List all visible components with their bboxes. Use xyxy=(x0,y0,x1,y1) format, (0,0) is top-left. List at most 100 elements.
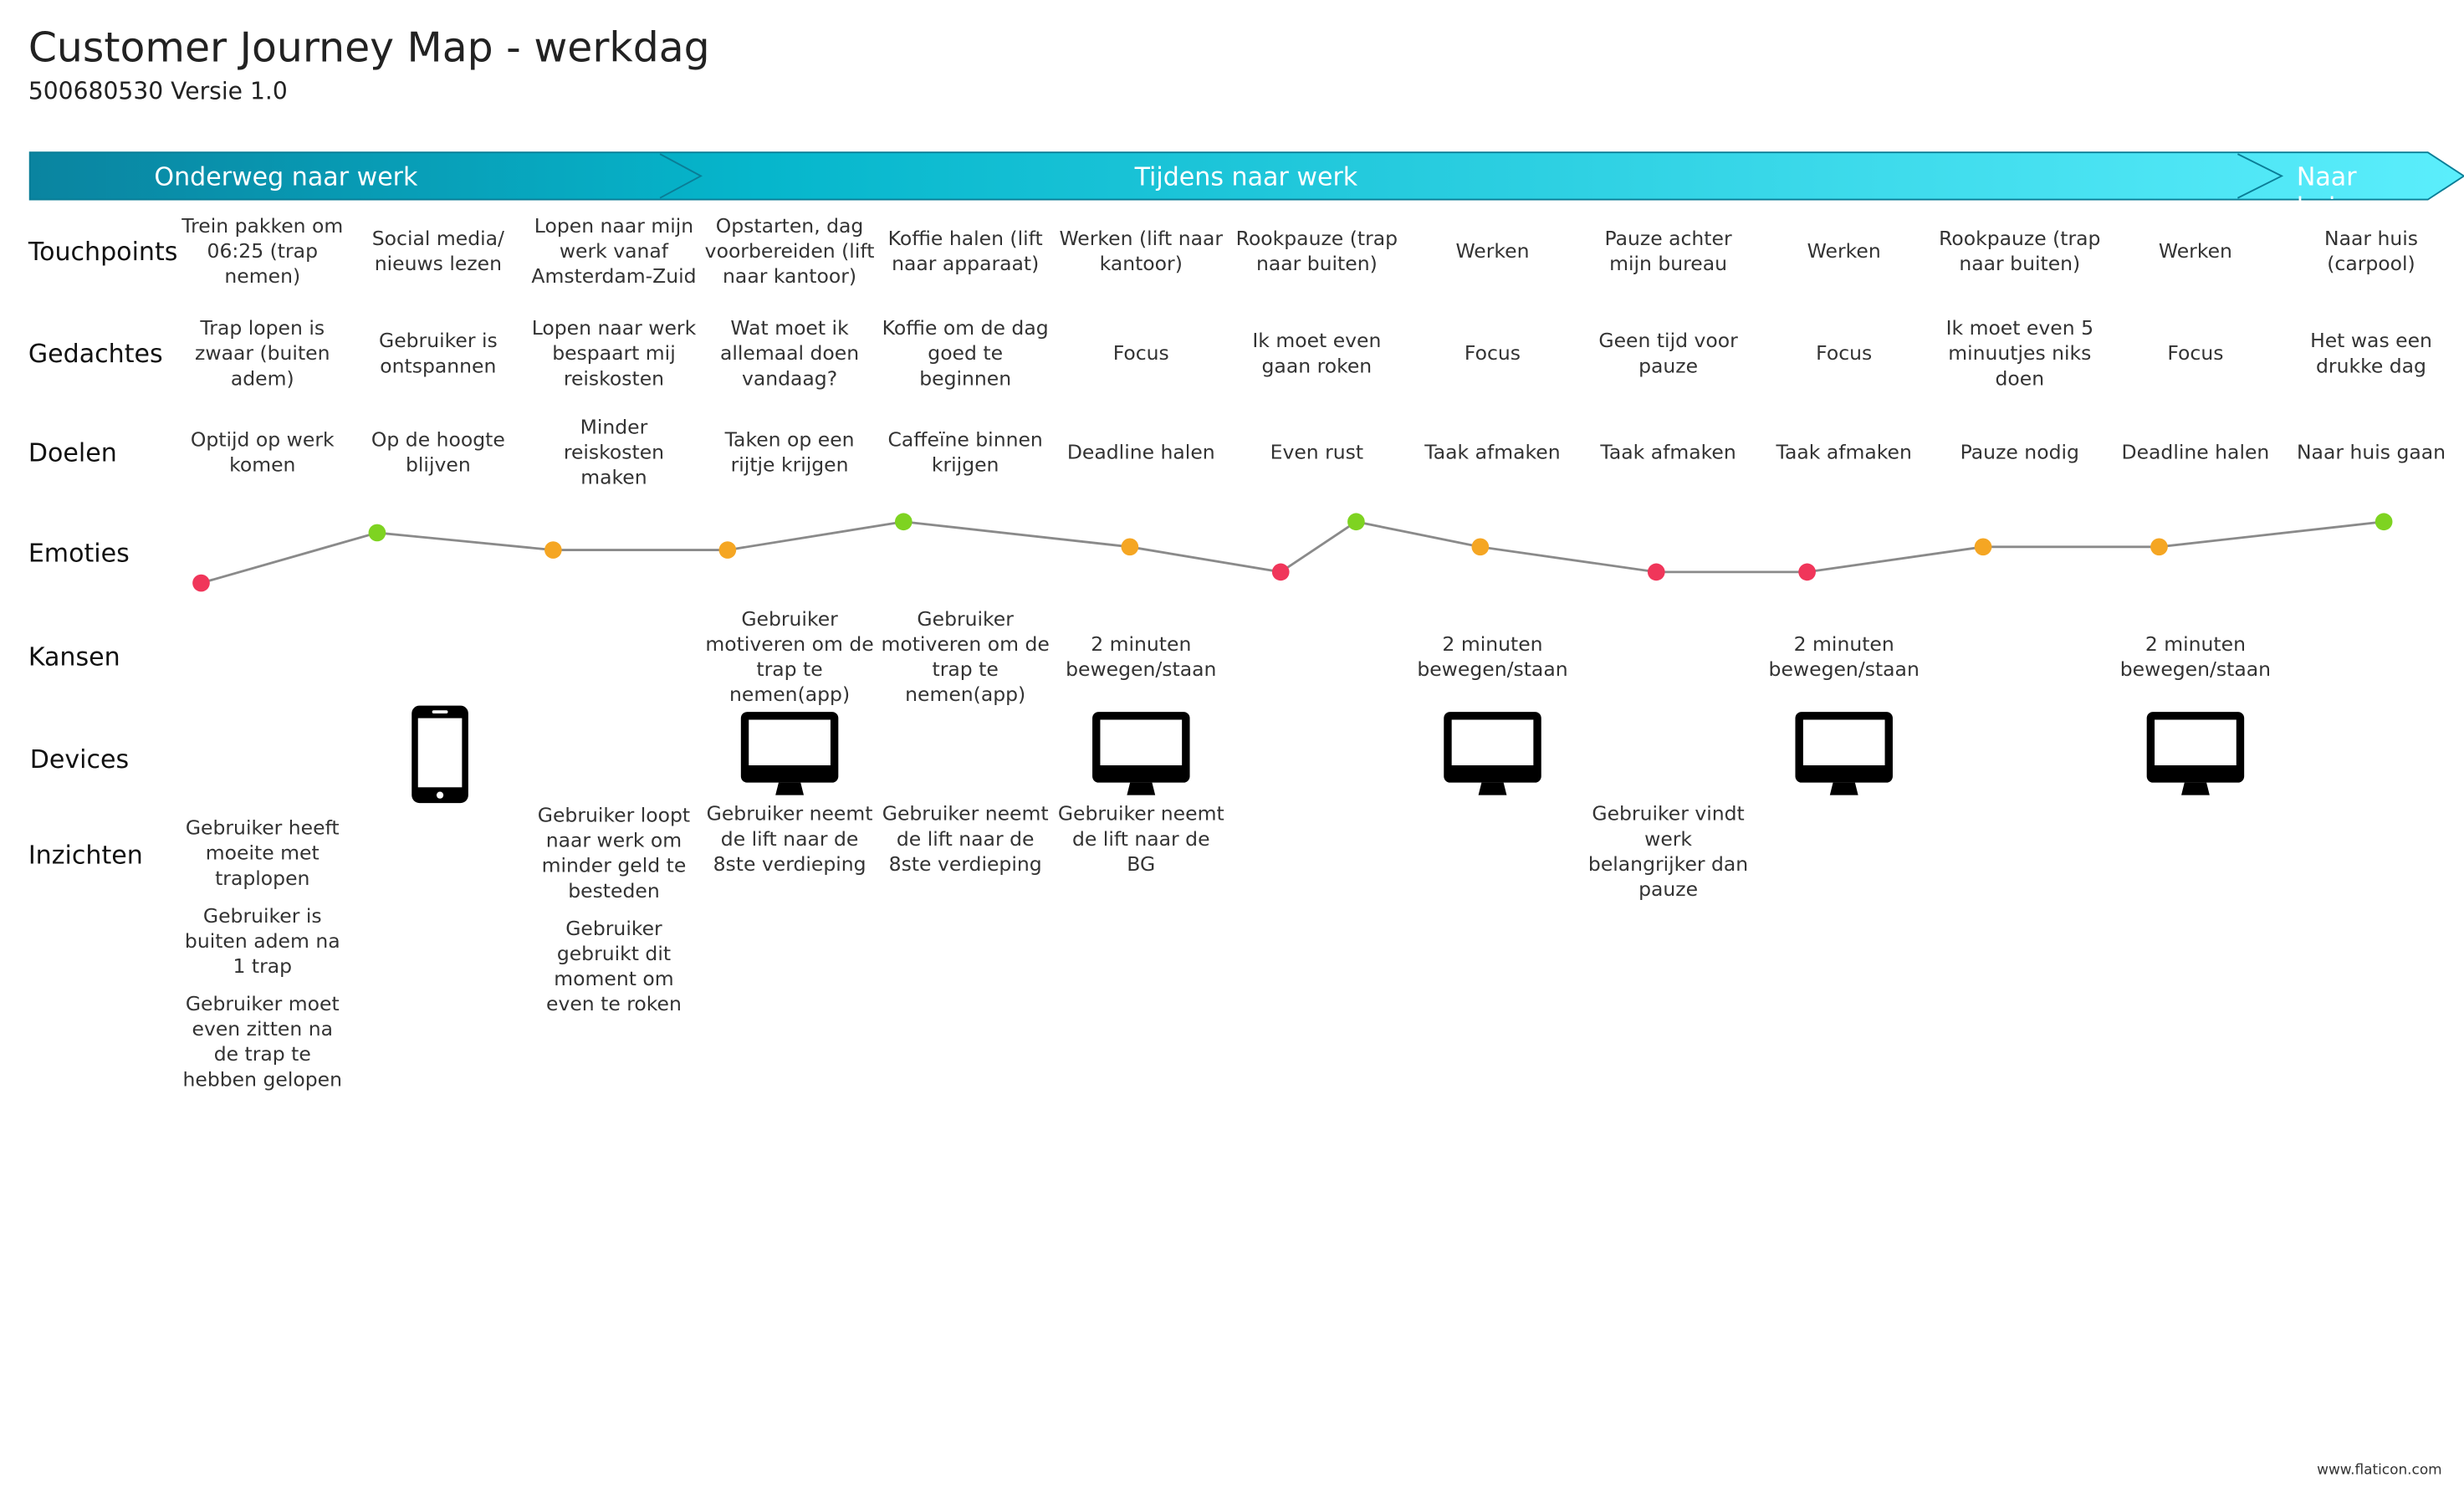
row-label: Touchpoints xyxy=(28,236,178,267)
goal: Naar huis gaan xyxy=(2296,440,2446,464)
row-label: Doelen xyxy=(28,437,117,468)
touchpoint: Rookpauze (trap naar buiten) xyxy=(1235,226,1398,275)
goal: Op de hoogte blijven xyxy=(371,427,505,477)
insight: Gebruiker neemt de lift naar de 8ste ver… xyxy=(882,801,1049,876)
emotion-neutral xyxy=(1974,538,1992,556)
goal: Caffeïne binnen krijgen xyxy=(887,427,1043,477)
goal: Pauze nodig xyxy=(1960,440,2079,464)
chance: 2 minuten bewegen/staan xyxy=(1066,631,1217,681)
row-label: Emoties xyxy=(28,538,130,569)
thought: Ik moet even gaan roken xyxy=(1252,328,1382,377)
emotion-positive xyxy=(1347,513,1365,531)
footer-credit: www.flaticon.com xyxy=(2317,1463,2442,1479)
thought: Lopen naar werk bespaart mij reiskosten xyxy=(531,315,697,390)
insight: Gebruiker is buiten adem na 1 trap xyxy=(184,903,340,978)
monitor-icon xyxy=(1795,712,1893,795)
emotion-neutral xyxy=(718,541,737,559)
phase-label: Onderweg naar werk xyxy=(154,161,418,192)
emotion-negative xyxy=(1798,563,1816,581)
goal: Minder reiskosten maken xyxy=(563,415,665,489)
thought: Geen tijd voor pauze xyxy=(1598,328,1738,377)
thought: Koffie om de dag goed te beginnen xyxy=(882,315,1049,390)
insights: Gebruiker neemt de lift naar de 8ste ver… xyxy=(705,801,875,877)
phase-divider xyxy=(659,153,703,199)
monitor-icon xyxy=(2146,712,2245,795)
thought: Het was een drukke dag xyxy=(2310,328,2432,377)
monitor-icon xyxy=(1444,712,1541,795)
touchpoint: Opstarten, dag voorbereiden (lift naar k… xyxy=(704,213,875,288)
thought: Focus xyxy=(1464,340,1521,365)
insights: Gebruiker heeft moeite met traplopen Gebr… xyxy=(177,816,347,1092)
touchpoint: Naar huis (carpool) xyxy=(2324,226,2419,275)
thought: Ik moet even 5 minuutjes niks doen xyxy=(1945,315,2094,390)
chance: 2 minuten bewegen/staan xyxy=(2119,631,2272,681)
touchpoint: Werken xyxy=(1455,238,1530,263)
thought: Wat moet ik allemaal doen vandaag? xyxy=(719,315,860,390)
touchpoint: Koffie halen (lift naar apparaat) xyxy=(887,226,1043,275)
emotion-positive xyxy=(894,513,912,531)
emotion-points xyxy=(192,513,2393,592)
title: Customer Journey Map - werkdag xyxy=(28,25,710,73)
emotion-negative xyxy=(1271,563,1290,581)
emotion-neutral xyxy=(1121,538,1139,556)
monitor-icon xyxy=(740,712,839,795)
monitor-icon xyxy=(1092,712,1190,795)
row-label: Devices xyxy=(29,744,130,775)
emotion-neutral xyxy=(1471,538,1490,556)
phase-bar xyxy=(28,151,2464,201)
insight: Gebruiker neemt de lift naar de 8ste ver… xyxy=(706,801,873,876)
emotion-neutral xyxy=(2150,538,2168,556)
thought: Trap lopen is zwaar (buiten adem) xyxy=(195,315,330,390)
insight: Gebruiker moet even zitten na de trap te… xyxy=(182,991,342,1091)
emotion-neutral xyxy=(544,541,562,559)
chance: Gebruiker motiveren om de trap te nemen(… xyxy=(881,606,1050,706)
emotion-negative xyxy=(192,574,210,592)
insights: Gebruiker loopt naar werk om minder geld… xyxy=(529,803,699,1017)
thought: Gebruiker is ontspannen xyxy=(378,328,498,377)
subtitle: 500680530 Versie 1.0 xyxy=(28,77,288,105)
insight: Gebruiker heeft moeite met traplopen xyxy=(185,816,340,890)
goal: Deadline halen xyxy=(1066,440,1215,464)
insight: Gebruiker neemt de lift naar de BG xyxy=(1057,801,1224,876)
emotion-line xyxy=(201,520,2385,585)
phone-icon xyxy=(412,705,468,804)
phase-divider xyxy=(2237,153,2284,199)
row-label: Inzichten xyxy=(28,840,143,870)
touchpoint: Trein pakken om 06:25 (trap nemen) xyxy=(181,213,344,288)
thought: Focus xyxy=(1112,340,1169,365)
touchpoint: Pauze achter mijn bureau xyxy=(1604,226,1732,275)
goal: Taken op een rijtje krijgen xyxy=(724,427,855,477)
insights: Gebruiker neemt de lift naar de 8ste ver… xyxy=(881,801,1051,877)
insights: Gebruiker vindt werk belangrijker dan pa… xyxy=(1583,801,1753,902)
touchpoint: Lopen naar mijn werk vanaf Amsterdam-Zui… xyxy=(531,213,697,288)
insights: Gebruiker neemt de lift naar de BG xyxy=(1056,801,1226,877)
goal: Taak afmaken xyxy=(1424,440,1561,464)
phase-label: Tijdens naar werk xyxy=(1134,161,1358,192)
goal: Deadline halen xyxy=(2121,440,2270,464)
goal: Optijd op werk komen xyxy=(190,427,335,477)
row-label: Kansen xyxy=(28,642,120,672)
touchpoint: Rookpauze (trap naar buiten) xyxy=(1939,226,2101,275)
phase-label: Naar huis xyxy=(2296,161,2357,222)
emotion-positive xyxy=(2375,513,2393,531)
insight: Gebruiker vindt werk belangrijker dan pa… xyxy=(1587,801,1749,901)
chance: 2 minuten bewegen/staan xyxy=(1417,631,1568,681)
goal: Taak afmaken xyxy=(1600,440,1736,464)
chance: Gebruiker motiveren om de trap te nemen(… xyxy=(705,606,874,706)
emotion-positive xyxy=(368,524,386,542)
chance: 2 minuten bewegen/staan xyxy=(1768,631,1920,681)
insight: Gebruiker gebruikt dit moment om even te… xyxy=(546,916,682,1015)
row-label: Gedachtes xyxy=(28,338,163,369)
device-icons xyxy=(740,712,2245,795)
touchpoint: Social media/ nieuws lezen xyxy=(371,226,504,275)
goal: Even rust xyxy=(1270,440,1364,464)
goal: Taak afmaken xyxy=(1776,440,1912,464)
insight: Gebruiker loopt naar werk om minder geld… xyxy=(537,803,691,902)
emotion-negative xyxy=(1647,563,1665,581)
thought: Focus xyxy=(1816,340,1873,365)
touchpoint: Werken xyxy=(1807,238,1881,263)
thought: Focus xyxy=(2167,340,2224,365)
